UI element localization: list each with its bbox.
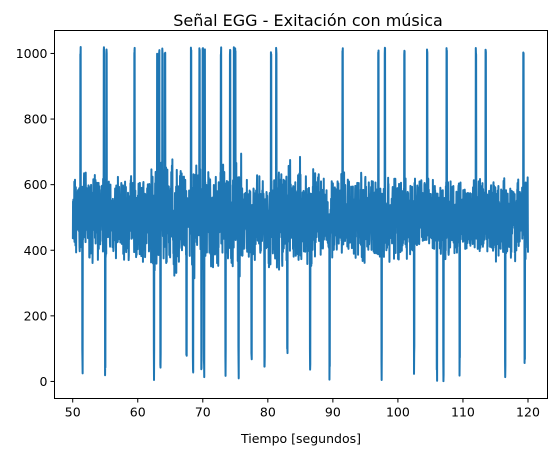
- chart-title: Señal EGG - Exitación con música: [173, 11, 443, 30]
- x-tick-label: 80: [260, 405, 276, 420]
- x-tick-label: 70: [195, 405, 211, 420]
- x-tick-label: 110: [451, 405, 475, 420]
- x-tick-label: 120: [516, 405, 540, 420]
- x-axis: 50 60 70 80 90 100 110 120: [65, 398, 540, 420]
- x-tick-label: 60: [130, 405, 146, 420]
- y-tick-label: 200: [24, 308, 48, 323]
- y-tick-label: 0: [40, 374, 48, 389]
- x-axis-label: Tiempo [segundos]: [240, 431, 361, 446]
- y-tick-label: 800: [24, 112, 48, 127]
- x-tick-label: 90: [325, 405, 341, 420]
- signal-line: [71, 45, 529, 383]
- y-tick-label: 1000: [16, 46, 48, 61]
- x-tick-label: 100: [386, 405, 410, 420]
- y-tick-label: 400: [24, 243, 48, 258]
- plot-area: [71, 45, 529, 383]
- x-tick-label: 50: [65, 405, 81, 420]
- y-axis: 0 200 400 600 800 1000: [16, 46, 55, 389]
- y-tick-label: 600: [24, 177, 48, 192]
- plot-frame: [54, 30, 548, 399]
